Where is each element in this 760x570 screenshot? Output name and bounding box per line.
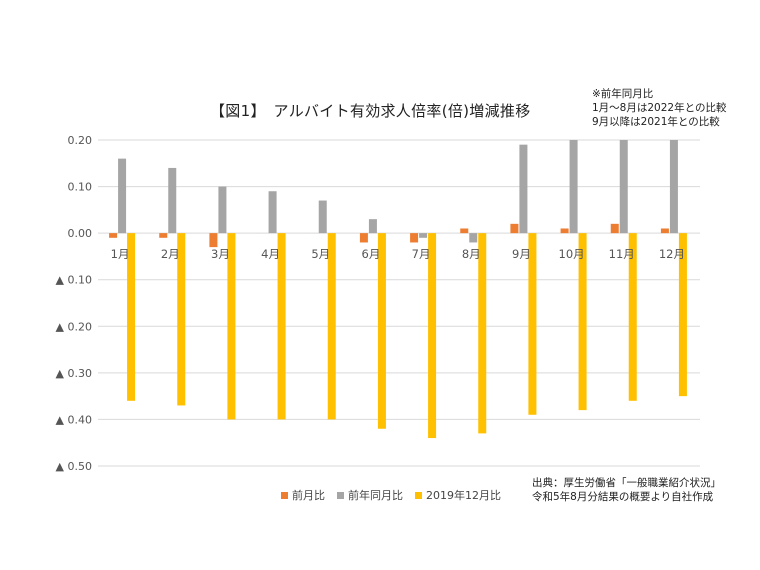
bar-mom: [159, 233, 168, 238]
bar-mom: [610, 223, 619, 234]
y-tick-label: 0.20: [68, 134, 93, 147]
bar-mom: [209, 233, 218, 248]
y-tick-label: ▲ 0.50: [56, 460, 92, 473]
x-tick-label: 1月: [111, 247, 130, 261]
chart-legend: 前月比 前年同月比 2019年12月比: [281, 487, 501, 503]
x-tick-label: 5月: [311, 247, 330, 261]
chart-title: 【図1】 アルバイト有効求人倍率(倍)増減推移: [210, 102, 531, 120]
legend-swatch-orange: [281, 491, 288, 499]
bar-vs2019: [177, 233, 186, 406]
bar-yoy: [318, 200, 327, 234]
x-tick-label: 9月: [512, 247, 531, 261]
bar-yoy: [669, 140, 678, 234]
bar-vs2019: [678, 233, 687, 397]
note-line: 1月～8月は2022年との比較: [592, 102, 727, 114]
y-tick-label: ▲ 0.20: [56, 320, 92, 333]
bar-vs2019: [127, 233, 136, 401]
bar-vs2019: [227, 233, 236, 420]
bar-vs2019: [578, 233, 587, 411]
x-tick-label: 4月: [261, 247, 280, 261]
note-line: 9月以降は2021年との比較: [592, 116, 720, 128]
x-tick-label: 2月: [161, 247, 180, 261]
legend-item: 2019年12月比: [415, 487, 501, 503]
bar-mom: [109, 233, 118, 238]
chart-source: 出典：厚生労働省「一般職業紹介状況」 令和5年8月分結果の概要より自社作成: [532, 476, 721, 504]
bar-mom: [560, 228, 569, 234]
bar-yoy: [469, 233, 478, 243]
x-tick-label: 11月: [609, 247, 635, 261]
legend-item: 前月比: [281, 487, 325, 503]
source-line: 令和5年8月分結果の概要より自社作成: [532, 491, 714, 503]
bar-mom: [660, 228, 669, 234]
bar-yoy: [218, 186, 227, 234]
note-line: ※前年同月比: [592, 88, 654, 100]
x-tick-label: 7月: [412, 247, 431, 261]
bar-mom: [510, 223, 519, 234]
bar-vs2019: [528, 233, 537, 415]
y-tick-label: ▲ 0.10: [56, 274, 92, 287]
bar-yoy: [419, 233, 428, 238]
x-tick-label: 3月: [211, 247, 230, 261]
x-tick-label: 12月: [659, 247, 685, 261]
x-tick-label: 6月: [362, 247, 381, 261]
bar-vs2019: [327, 233, 336, 420]
bar-vs2019: [277, 233, 286, 420]
legend-label: 2019年12月比: [426, 489, 501, 502]
bar-yoy: [368, 219, 377, 234]
bar-mom: [460, 228, 469, 234]
y-tick-label: 0.00: [68, 227, 93, 240]
source-line: 出典：厚生労働省「一般職業紹介状況」: [532, 477, 721, 489]
bar-vs2019: [628, 233, 637, 401]
bar-yoy: [168, 167, 177, 234]
legend-item: 前年同月比: [337, 487, 403, 503]
legend-label: 前年同月比: [348, 489, 403, 502]
bar-yoy: [519, 144, 528, 234]
bar-yoy: [619, 140, 628, 234]
bar-vs2019: [478, 233, 487, 434]
bar-vs2019: [377, 233, 386, 429]
bar-mom: [410, 233, 419, 243]
bar-yoy: [268, 191, 277, 234]
y-tick-label: 0.10: [68, 181, 93, 194]
y-tick-label: ▲ 0.40: [56, 413, 92, 426]
legend-label: 前月比: [292, 489, 325, 502]
bar-yoy: [569, 140, 578, 234]
x-tick-label: 10月: [559, 247, 585, 261]
chart-note: ※前年同月比 1月～8月は2022年との比較 9月以降は2021年との比較: [592, 87, 726, 129]
bar-yoy: [118, 158, 127, 234]
bar-vs2019: [428, 233, 437, 439]
bar-mom: [359, 233, 368, 243]
y-tick-label: ▲ 0.30: [56, 367, 92, 380]
legend-swatch-yellow: [415, 491, 422, 499]
legend-swatch-gray: [337, 491, 344, 499]
x-tick-label: 8月: [462, 247, 481, 261]
